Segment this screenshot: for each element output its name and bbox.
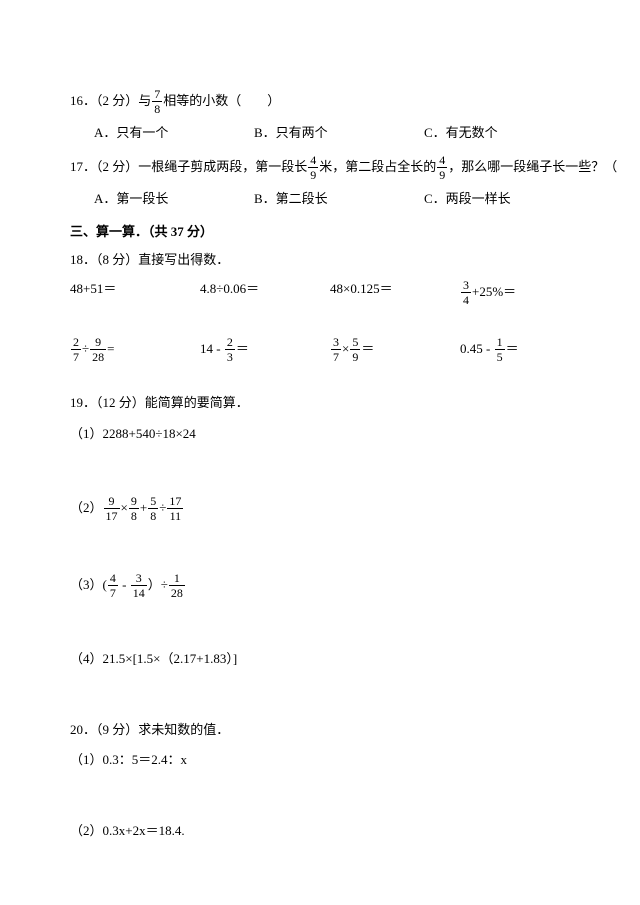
q20-stem: 20．（9 分）求未知数的值． bbox=[70, 720, 570, 741]
q17-frac2: 49 bbox=[437, 154, 447, 181]
q19-p1: （1）2288+540÷18×24 bbox=[70, 424, 570, 445]
q19-stem: 19．（12 分）能简算的要简算． bbox=[70, 393, 570, 414]
section3-title: 三、算一算．（共 37 分） bbox=[70, 222, 570, 243]
q17-suffix: ，那么哪一段绳子长一些？（ ） bbox=[448, 159, 640, 174]
q17-option-a: A．第一段长 bbox=[94, 189, 254, 210]
q18-r2c3: 37×59＝ bbox=[330, 336, 460, 363]
q17-stem: 17．（2 分）一根绳子剪成两段，第一段长49米，第二段占全长的49，那么哪一段… bbox=[70, 154, 570, 181]
q18-r1c4-suffix: +25%＝ bbox=[472, 284, 516, 299]
q18-r2c2-f: 23 bbox=[225, 336, 235, 363]
q19-p2: （2）917×98+58÷1711 bbox=[70, 495, 570, 522]
q19-p3-f3: 128 bbox=[169, 572, 185, 599]
q18-r2c2: 14 - 23＝ bbox=[200, 336, 330, 363]
q19-p2-f4: 1711 bbox=[167, 495, 183, 522]
q17-mid: 米，第二段占全长的 bbox=[319, 159, 436, 174]
q18-r1c2: 4.8÷0.06＝ bbox=[200, 279, 330, 306]
q18-r1c1: 48+51＝ bbox=[70, 279, 200, 306]
q18-r1c4: 34+25%＝ bbox=[460, 279, 590, 306]
q17-option-b: B．第二段长 bbox=[254, 189, 424, 210]
q19-p2-f3: 58 bbox=[148, 495, 158, 522]
q16-options: A．只有一个 B．只有两个 C．有无数个 bbox=[94, 123, 570, 144]
q18-r2c3-f2: 59 bbox=[350, 336, 360, 363]
q18-row1: 48+51＝ 4.8÷0.06＝ 48×0.125＝ 34+25%＝ bbox=[70, 279, 570, 306]
q17-options: A．第一段长 B．第二段长 C．两段一样长 bbox=[94, 189, 570, 210]
q16-option-c: C．有无数个 bbox=[424, 123, 584, 144]
q18-r2c1: 27÷928= bbox=[70, 336, 200, 363]
q17-prefix: 17．（2 分）一根绳子剪成两段，第一段长 bbox=[70, 159, 307, 174]
q16-prefix: 16．（2 分）与 bbox=[70, 93, 151, 108]
q19-p2-f1: 917 bbox=[104, 495, 120, 522]
q18-stem: 18．（8 分）直接写出得数． bbox=[70, 250, 570, 271]
q20-p1: （1）0.3：5＝2.4：x bbox=[70, 750, 570, 771]
q18-r1c3: 48×0.125＝ bbox=[330, 279, 460, 306]
q19-p4: （4）21.5×[1.5×（2.17+1.83）] bbox=[70, 649, 570, 670]
q17-frac1: 49 bbox=[308, 154, 318, 181]
q18-row2: 27÷928= 14 - 23＝ 37×59＝ 0.45 - 15＝ bbox=[70, 336, 570, 363]
q16-frac: 78 bbox=[152, 88, 162, 115]
q20-p2: （2）0.3x+2x＝18.4. bbox=[70, 821, 570, 842]
q19-p2-f2: 98 bbox=[129, 495, 139, 522]
q16-stem: 16．（2 分）与78相等的小数（ ） bbox=[70, 88, 570, 115]
q18-r2c3-f1: 37 bbox=[331, 336, 341, 363]
q16-option-b: B．只有两个 bbox=[254, 123, 424, 144]
q18-r2c1-f1: 27 bbox=[71, 336, 81, 363]
q18-r2c4: 0.45 - 15＝ bbox=[460, 336, 590, 363]
q18-r1c4-frac: 34 bbox=[461, 279, 471, 306]
q18-r2c1-f2: 928 bbox=[90, 336, 106, 363]
q16-option-a: A．只有一个 bbox=[94, 123, 254, 144]
q18-r2c4-f: 15 bbox=[495, 336, 505, 363]
exam-page: 16．（2 分）与78相等的小数（ ） A．只有一个 B．只有两个 C．有无数个… bbox=[0, 0, 640, 888]
q19-p3-f1: 47 bbox=[108, 572, 118, 599]
q17-option-c: C．两段一样长 bbox=[424, 189, 584, 210]
q19-p3-f2: 314 bbox=[131, 572, 147, 599]
q16-suffix: 相等的小数（ ） bbox=[163, 93, 280, 108]
q19-p3: （3）(47 - 314）÷128 bbox=[70, 572, 570, 599]
